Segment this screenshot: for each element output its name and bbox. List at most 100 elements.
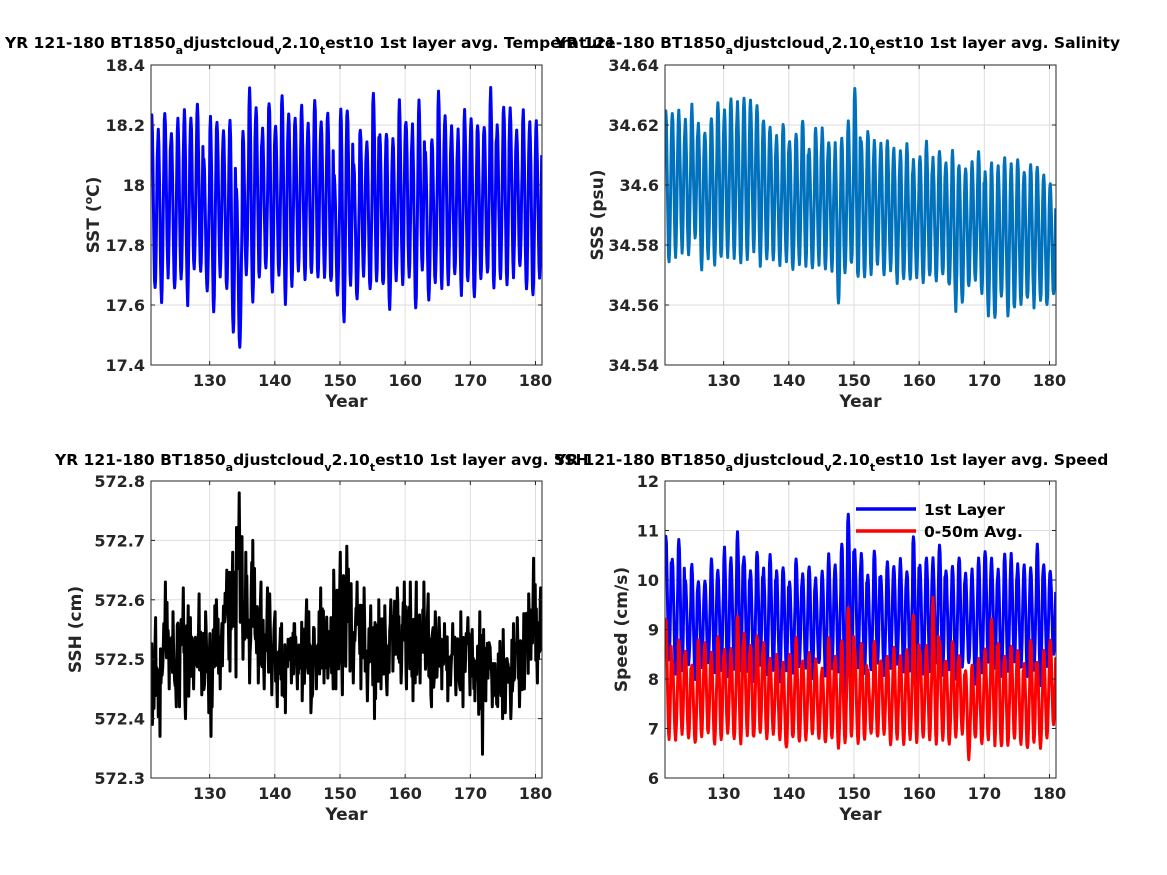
y-axis-label-part: SST ( [84, 204, 104, 253]
panel-salinity: 130 140 150 160 170 180 34.54 34.56 34.58 34.6 34.… [554, 34, 1120, 412]
y-tick-label: 34.58 [608, 236, 659, 255]
x-tick-label: 180 [519, 371, 552, 390]
legend-speed: 1st Layer 0-50m Avg. [856, 501, 1023, 541]
x-tick-label: 160 [388, 371, 421, 390]
x-tick-label: 150 [323, 371, 356, 390]
x-tick-label: 130 [707, 784, 740, 803]
panel-title-temp: YR 121-180 BT1850adjustcloudv2.10test10 … [4, 34, 615, 57]
series-line-speed-1st-layer [665, 512, 1056, 700]
title-subscript: t [870, 461, 875, 474]
y-tick-label: 572.4 [94, 710, 145, 729]
chart-panels: 130 140 150 160 170 180 17.4 17.6 17.8 18 18.2 18.4… [4, 34, 1120, 825]
title-part: est10 1st layer avg. Temperature [325, 34, 615, 52]
y-tick-label: 17.4 [106, 356, 145, 375]
y-axis-label: SSS (psu) [588, 169, 608, 260]
title-part: YR 121-180 BT1850 [554, 451, 726, 469]
x-tick-label: 170 [968, 784, 1001, 803]
x-tick-label: 180 [519, 784, 552, 803]
title-subscript: a [726, 44, 733, 57]
y-tick-label: 34.54 [608, 356, 659, 375]
title-part: 2.10 [282, 34, 320, 52]
x-tick-label: 130 [193, 371, 226, 390]
title-part: YR 121-180 BT1850 [554, 34, 726, 52]
x-tick-label: 170 [454, 784, 487, 803]
title-part: djustcloud [733, 451, 824, 469]
panel-speed: 130 140 150 160 170 180 6 7 8 9 10 11 12 Year Speed (c… [554, 451, 1108, 825]
series-line-temp-0 [151, 86, 542, 349]
y-tick-label: 18.4 [106, 56, 145, 75]
panel-title-ssh: YR 121-180 BT1850adjustcloudv2.10test10 … [54, 451, 589, 474]
y-axis-label: SST (oC) [82, 177, 104, 254]
y-tick-label: 34.6 [620, 176, 659, 195]
title-part: YR 121-180 BT1850 [54, 451, 226, 469]
title-subscript: v [274, 44, 282, 57]
x-tick-label: 170 [968, 371, 1001, 390]
title-subscript: v [824, 44, 832, 57]
y-tick-label: 572.5 [94, 650, 145, 669]
x-tick-label: 150 [837, 371, 870, 390]
y-tick-label: 11 [637, 522, 659, 541]
x-tick-label: 140 [772, 784, 805, 803]
plot-frame-ssh [150, 480, 543, 779]
x-axis-label: Year [324, 805, 368, 825]
y-axis-label-part: C) [84, 177, 104, 197]
y-axis-label-sup: o [82, 196, 95, 204]
title-subscript: a [726, 461, 733, 474]
y-tick-label: 10 [637, 571, 659, 590]
panel-title-speed: YR 121-180 BT1850adjustcloudv2.10test10 … [554, 451, 1108, 474]
panel-temp: 130 140 150 160 170 180 17.4 17.6 17.8 18 18.2 18.4… [4, 34, 615, 412]
x-tick-label: 150 [837, 784, 870, 803]
panel-ssh: 130 140 150 160 170 180 572.3 572.4 572.5 572.6 57… [54, 451, 589, 825]
series-line-salinity-0 [665, 87, 1056, 319]
series-line-speed-0-50m-avg- [665, 595, 1056, 762]
title-subscript: v [324, 461, 332, 474]
y-axis-label: Speed (cm/s) [612, 567, 632, 692]
y-tick-label: 572.6 [94, 591, 145, 610]
y-tick-label: 17.8 [106, 236, 145, 255]
x-tick-label: 160 [388, 784, 421, 803]
x-axis-label: Year [324, 392, 368, 412]
title-part: 2.10 [832, 34, 870, 52]
x-tick-label: 130 [707, 371, 740, 390]
series-line-ssh-0 [151, 491, 542, 756]
title-subscript: t [870, 44, 875, 57]
title-subscript: a [176, 44, 183, 57]
title-part: est10 1st layer avg. Salinity [875, 34, 1120, 52]
plot-frame-temp [150, 64, 543, 366]
y-tick-label: 7 [648, 720, 659, 739]
title-subscript: v [824, 461, 832, 474]
plot-frame-salinity [664, 64, 1057, 366]
y-tick-label: 34.64 [608, 56, 659, 75]
x-tick-label: 130 [193, 784, 226, 803]
x-tick-label: 180 [1033, 784, 1066, 803]
y-tick-label: 18.2 [106, 116, 145, 135]
title-part: 2.10 [832, 451, 870, 469]
title-subscript: t [320, 44, 325, 57]
x-tick-label: 160 [902, 371, 935, 390]
y-tick-label: 572.3 [94, 769, 145, 788]
y-tick-label: 572.7 [94, 531, 145, 550]
y-tick-label: 12 [637, 472, 659, 491]
title-part: YR 121-180 BT1850 [4, 34, 176, 52]
x-tick-label: 170 [454, 371, 487, 390]
title-part: djustcloud [183, 34, 274, 52]
y-tick-label: 572.8 [94, 472, 145, 491]
y-tick-label: 6 [648, 769, 659, 788]
x-tick-label: 140 [258, 371, 291, 390]
title-subscript: a [226, 461, 233, 474]
x-axis-label: Year [838, 392, 882, 412]
x-tick-label: 140 [258, 784, 291, 803]
x-tick-label: 160 [902, 784, 935, 803]
title-subscript: t [370, 461, 375, 474]
title-part: est10 1st layer avg. Speed [875, 451, 1108, 469]
title-part: 2.10 [332, 451, 370, 469]
y-tick-label: 8 [648, 670, 659, 689]
y-tick-label: 18 [123, 176, 145, 195]
title-part: est10 1st layer avg. SSH [375, 451, 588, 469]
panel-title-salinity: YR 121-180 BT1850adjustcloudv2.10test10 … [554, 34, 1120, 57]
y-tick-label: 17.6 [106, 296, 145, 315]
title-part: djustcloud [233, 451, 324, 469]
y-tick-label: 34.62 [608, 116, 659, 135]
y-tick-label: 34.56 [608, 296, 659, 315]
x-tick-label: 180 [1033, 371, 1066, 390]
